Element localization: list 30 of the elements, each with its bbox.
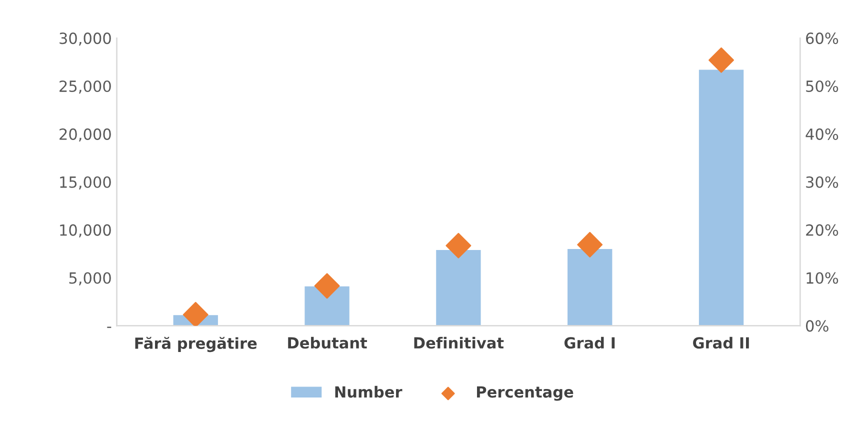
point bbox=[708, 47, 734, 73]
bar bbox=[568, 249, 612, 326]
point bbox=[446, 232, 472, 258]
y-tick-label: 20,000 bbox=[60, 128, 111, 142]
bar bbox=[436, 250, 481, 326]
bar bbox=[698, 70, 744, 326]
y-tick-label: 15,000 bbox=[60, 176, 111, 190]
x-tick-label: Fără pregătire bbox=[135, 336, 257, 352]
y2-tick-label: 30% bbox=[806, 176, 838, 188]
y2-tick-label: 60% bbox=[806, 32, 838, 44]
point bbox=[314, 273, 340, 299]
x-tick-label: Definitivat bbox=[414, 336, 504, 349]
legend-label: Number bbox=[335, 386, 402, 398]
y2-tick-label: 50% bbox=[806, 80, 838, 92]
legend-label: Percentage bbox=[477, 386, 574, 401]
y-tick-label: 10,000 bbox=[60, 224, 111, 238]
y-tick-label: 5,000 bbox=[69, 272, 111, 286]
x-tick-label: Grad I bbox=[564, 336, 615, 349]
y2-tick-label: 0% bbox=[806, 320, 828, 332]
y-tick-label: 25,000 bbox=[60, 80, 111, 94]
y-tick-label: - bbox=[107, 326, 112, 328]
y2-tick-label: 40% bbox=[806, 128, 838, 140]
y-tick-label: 30,000 bbox=[60, 32, 111, 46]
point bbox=[182, 302, 208, 326]
x-tick-label: Grad II bbox=[693, 336, 749, 349]
point bbox=[577, 232, 603, 258]
bar bbox=[304, 286, 350, 326]
x-tick-label: Debutant bbox=[288, 336, 368, 349]
y2-tick-label: 10% bbox=[806, 272, 838, 284]
y2-tick-label: 20% bbox=[806, 224, 838, 236]
